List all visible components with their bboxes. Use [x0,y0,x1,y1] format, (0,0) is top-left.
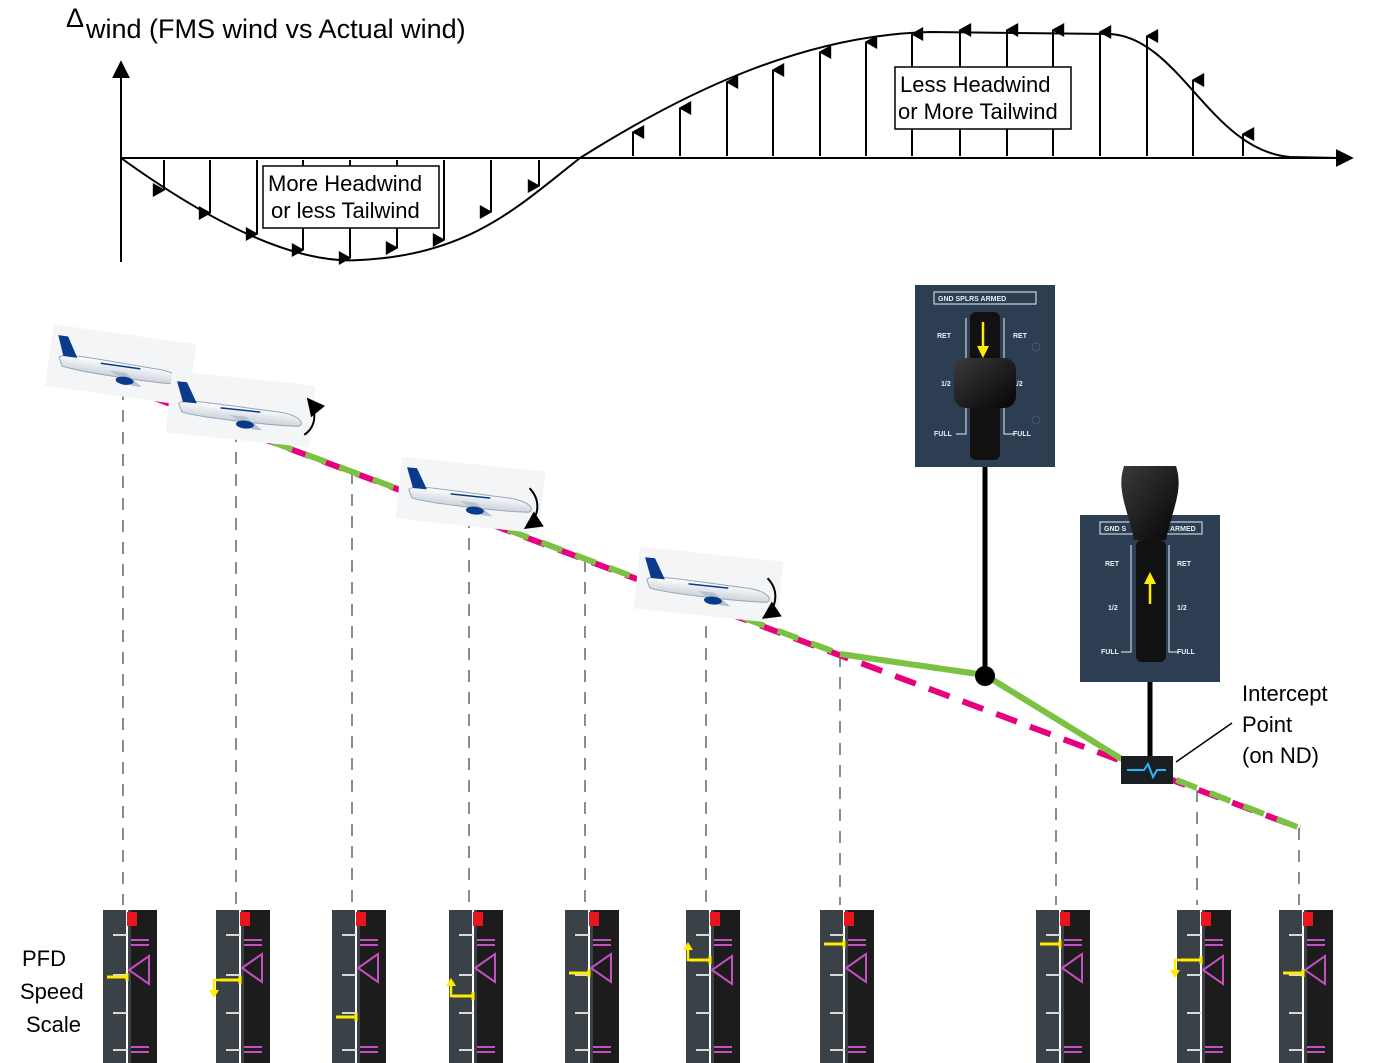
pitch-down-arrow [523,487,544,529]
aircraft-icon [45,324,197,406]
spoiler-ret-left-1: RET [937,333,952,340]
target-speed-triangle [589,952,612,984]
aircraft-icon [165,370,326,448]
target-speed-triangle [356,952,379,984]
intercept-label-line1: Intercept [1242,681,1328,706]
spoiler-half-left-1: 1/2 [941,381,951,388]
target-speed-triangle [710,954,733,986]
spoiler-full-left-2: FULL [1101,649,1120,656]
pitch-up-arrow [303,397,326,436]
less-headwind-box: Less Headwind or More Tailwind [894,66,1072,130]
speed-trend-arrow [1173,958,1201,974]
pfd-label-line1: PFD [22,946,66,971]
green-actual-path [118,382,1302,831]
spoiler-half-right-2: 1/2 [1177,605,1187,612]
positive-delta-arrows [631,23,1255,156]
target-speed-triangle [473,952,496,984]
chart-title: wind (FMS wind vs Actual wind) [85,14,466,44]
speedbrake-panel-retracted: GND S ARMED RET RET 1/2 1/2 FULL FULL [1080,466,1220,760]
pitch-down-arrow [761,577,782,619]
spoiler-full-right-2: FULL [1177,649,1196,656]
intercept-point-group: Intercept Point (on ND) [1121,681,1328,784]
target-speed-triangle [240,952,263,984]
aircraft-icon [395,456,546,534]
target-speed-triangle [1060,952,1083,984]
pfd-speed-scales [103,910,1333,1063]
vertical-guide-lines [122,388,1300,905]
aircraft-group [45,324,784,624]
more-headwind-line2: or less Tailwind [271,198,420,223]
spoiler-header-partial-2: ARMED [1170,526,1196,533]
pfd-label-line2: Speed [20,979,84,1004]
spoiler-ret-right-2: RET [1177,561,1192,568]
spoiler-half-left-2: 1/2 [1108,605,1118,612]
speedbrake-panel-extended: GND SPLRS ARMED RET RET 1/2 1/2 FULL FUL… [915,285,1055,676]
spoiler-full-left-1: FULL [934,431,953,438]
spoiler-ret-left-2: RET [1105,561,1120,568]
speedbrake-lever-handle[interactable] [1121,466,1179,540]
wind-delta-chart: Δ wind (FMS wind vs Actual wind) More He… [66,3,1354,265]
delta-symbol: Δ [66,3,84,33]
less-headwind-line1: Less Headwind [900,72,1050,97]
target-speed-triangle [1201,954,1224,986]
target-speed-triangle [1303,954,1326,986]
spoiler-header-partial-1: GND S [1104,526,1127,533]
pfd-speed-scale [332,910,386,1063]
pfd-speed-scale [1279,910,1333,1063]
aircraft-icon [633,546,784,624]
intercept-label-line2: Point [1242,712,1292,737]
pfd-speed-scale [683,910,740,1063]
target-speed-triangle [127,954,150,986]
speedbrake-lever-knob[interactable] [954,358,1016,408]
intercept-icon [1127,761,1166,780]
speed-trend-arrow [686,946,710,962]
target-speed-triangle [844,952,867,984]
pfd-speed-scale [446,910,503,1063]
spoiler-full-right-1: FULL [1013,431,1032,438]
pfd-speed-scale [209,910,270,1063]
pfd-speed-scale [1036,910,1090,1063]
intercept-label-line3: (on ND) [1242,743,1319,768]
pfd-speed-scale [103,910,157,1063]
spoiler-header-1: GND SPLRS ARMED [938,296,1006,303]
more-headwind-line1: More Headwind [268,171,422,196]
pfd-speed-scale [1170,910,1231,1063]
speed-trend-arrow [449,982,473,998]
spoiler-ret-right-1: RET [1013,333,1028,340]
pfd-speed-scale [820,910,874,1063]
speed-trend-arrow [212,978,240,994]
spoiler-half-right-1: 1/2 [1013,381,1023,388]
pfd-speed-scale [565,910,619,1063]
more-headwind-box: More Headwind or less Tailwind [262,165,440,229]
pfd-label: PFD Speed Scale [20,946,84,1037]
less-headwind-line2: or More Tailwind [898,99,1058,124]
pfd-label-line3: Scale [26,1012,81,1037]
